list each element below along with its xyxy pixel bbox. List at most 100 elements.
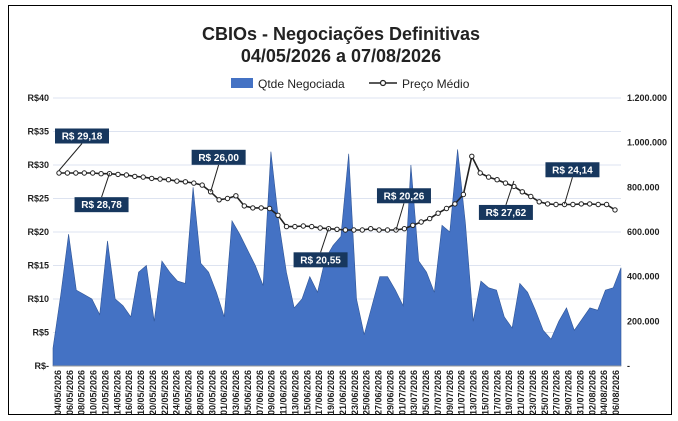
callout-label: R$ 20,26 — [384, 191, 425, 202]
x-tick-label: 09/07/2026 — [445, 370, 455, 415]
callout-box — [55, 128, 109, 144]
chart-title-line1: CBIOs - Negociações Definitivas — [202, 24, 480, 44]
price-point — [502, 180, 509, 186]
x-tick-label: 11/07/2026 — [457, 370, 467, 415]
x-tick-label: 15/06/2026 — [302, 370, 312, 415]
price-line-layer — [56, 153, 618, 233]
callout-leader — [101, 173, 111, 198]
price-point — [309, 223, 315, 230]
callout-box — [545, 162, 600, 178]
price-point — [368, 226, 374, 232]
price-point — [519, 189, 525, 195]
left-tick-label: R$40 — [27, 93, 49, 103]
callout-box — [74, 197, 129, 213]
x-tick-label: 06/05/2026 — [65, 370, 75, 415]
x-tick-label: 21/06/2026 — [338, 370, 348, 415]
x-tick-label: 05/06/2026 — [243, 370, 253, 415]
price-point — [578, 201, 584, 207]
x-tick-label: 20/05/2026 — [148, 370, 158, 415]
x-tick-label: 01/07/2026 — [397, 370, 407, 415]
price-point — [90, 170, 96, 176]
callout-label: R$ 29,18 — [62, 131, 103, 142]
price-point — [149, 175, 155, 182]
x-tick-label: 23/07/2026 — [528, 370, 538, 415]
price-point — [351, 227, 357, 233]
x-tick-label: 07/06/2026 — [255, 370, 265, 415]
price-point — [275, 212, 281, 219]
left-axis: R$- R$5 R$10 R$15 R$20 R$25 R$30 R$35 R$40 — [27, 93, 49, 371]
price-point — [477, 170, 483, 176]
price-point — [216, 197, 222, 203]
price-point — [553, 201, 559, 208]
right-tick-label: - — [627, 361, 630, 371]
x-tick-label: 30/05/2026 — [207, 370, 217, 415]
callout-leader — [395, 203, 405, 231]
callout-label: R$ 28,78 — [81, 200, 122, 211]
price-point — [443, 205, 450, 212]
price-point — [224, 195, 231, 202]
x-tick-label: 24/05/2026 — [172, 370, 182, 415]
right-tick-label: 1.000.000 — [627, 138, 667, 148]
price-point — [73, 170, 79, 176]
x-tick-label: 23/06/2026 — [350, 370, 360, 415]
chart-svg: CBIOs - Negociações Definitivas 04/05/20… — [27, 24, 667, 415]
callout-leader — [505, 180, 515, 206]
x-tick-label: 19/07/2026 — [504, 370, 514, 415]
price-point — [292, 223, 298, 230]
price-point — [233, 193, 239, 199]
x-tick-label: 11/06/2026 — [279, 370, 289, 415]
x-tick-label: 27/06/2026 — [374, 370, 384, 415]
price-point — [342, 227, 349, 233]
callout-label: R$ 20,55 — [300, 255, 341, 266]
chart-title-line2: 04/05/2026 a 07/08/2026 — [241, 46, 441, 66]
price-point — [561, 201, 568, 208]
x-tick-label: 07/07/2026 — [433, 370, 443, 415]
callout-leader — [210, 164, 220, 192]
left-tick-label: R$- — [34, 361, 49, 371]
x-tick-label: 03/07/2026 — [409, 370, 419, 415]
x-tick-label: 14/05/2026 — [112, 370, 122, 415]
right-tick-label: 200.000 — [627, 316, 660, 326]
x-tick-label: 21/07/2026 — [516, 370, 526, 415]
legend-line-label: Preço Médio — [402, 77, 470, 91]
callout-leader — [320, 228, 330, 253]
x-tick-label: 26/05/2026 — [184, 370, 194, 415]
legend-area-label: Qtde Negociada — [258, 77, 345, 91]
price-point — [435, 210, 441, 216]
x-tick-label: 17/06/2026 — [314, 370, 324, 415]
price-point — [603, 201, 610, 208]
price-point — [376, 227, 382, 233]
x-tick-label: 28/05/2026 — [195, 370, 205, 415]
price-point — [359, 227, 365, 233]
price-point — [334, 226, 340, 233]
left-tick-label: R$35 — [27, 127, 49, 137]
price-point — [544, 201, 551, 207]
x-tick-label: 08/05/2026 — [77, 370, 87, 415]
x-tick-label: 05/07/2026 — [421, 370, 431, 415]
x-tick-label: 04/05/2026 — [53, 370, 63, 415]
x-tick-label: 25/06/2026 — [362, 370, 372, 415]
x-tick-label: 16/05/2026 — [124, 370, 134, 415]
left-tick-label: R$20 — [27, 227, 49, 237]
price-point — [317, 225, 323, 231]
x-tick-label: 13/07/2026 — [469, 370, 479, 415]
price-point — [199, 182, 205, 188]
price-point — [427, 215, 433, 222]
price-point — [81, 170, 88, 176]
price-point — [528, 193, 534, 200]
callout-leader — [563, 177, 573, 205]
right-tick-label: 400.000 — [627, 272, 660, 282]
callout-box — [191, 149, 246, 165]
x-tick-label: 03/06/2026 — [231, 370, 241, 415]
left-tick-label: R$5 — [32, 328, 49, 338]
x-tick-label: 31/07/2026 — [575, 370, 585, 415]
price-point — [469, 153, 475, 160]
price-point — [64, 170, 71, 176]
legend-line-marker — [379, 79, 387, 87]
x-tick-label: 12/05/2026 — [100, 370, 110, 415]
price-point — [241, 203, 248, 209]
x-tick-label: 01/06/2026 — [219, 370, 229, 415]
price-point — [536, 199, 542, 205]
price-point — [485, 174, 492, 180]
x-tick-label: 27/07/2026 — [552, 370, 562, 415]
